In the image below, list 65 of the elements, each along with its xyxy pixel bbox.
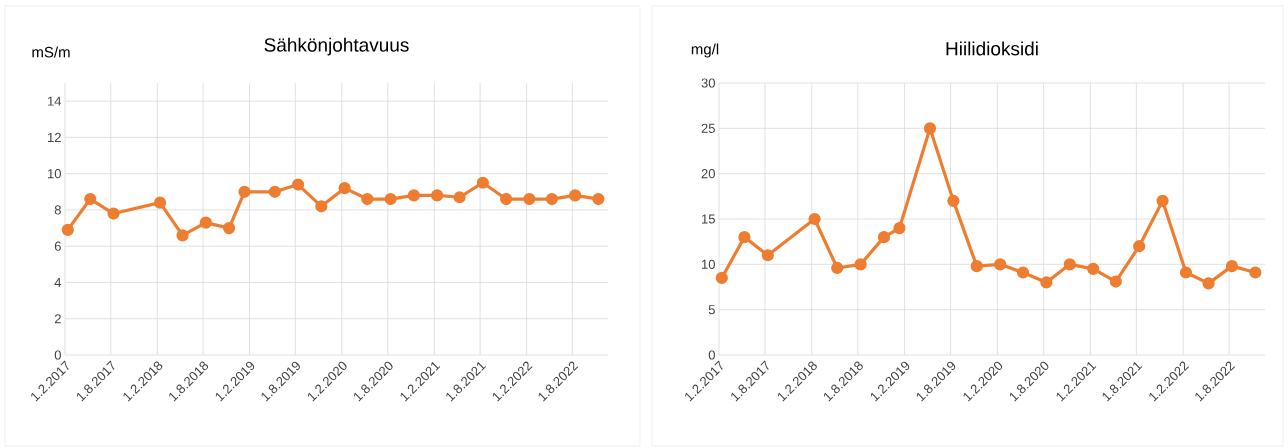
point — [84, 192, 97, 206]
y-tick-label: 15 — [702, 214, 715, 224]
point — [761, 249, 774, 262]
y-tick-label: 12 — [48, 132, 61, 142]
point — [238, 185, 251, 198]
point — [361, 192, 374, 206]
point — [199, 216, 212, 229]
point — [338, 182, 351, 195]
y-tick-label: 30 — [701, 78, 715, 88]
point — [431, 189, 444, 202]
point — [1016, 266, 1030, 279]
point — [923, 122, 937, 135]
point — [970, 260, 983, 273]
point — [268, 185, 281, 198]
y-tick-label: 2 — [54, 314, 61, 324]
y-tick-label: 0 — [708, 350, 715, 360]
chart-title: Hiilidioksidi — [946, 41, 1038, 56]
point — [1202, 277, 1215, 290]
point — [384, 192, 397, 206]
point — [831, 261, 844, 275]
y-tick-label: 8 — [54, 205, 61, 215]
point — [592, 192, 605, 206]
point — [738, 231, 751, 244]
point — [947, 194, 960, 207]
point — [877, 231, 891, 244]
point — [453, 191, 466, 204]
y-tick-label: 14 — [48, 96, 62, 106]
y-tick-label: 4 — [54, 278, 62, 287]
y-tick-label: 10 — [48, 169, 61, 179]
point — [176, 229, 189, 242]
point — [61, 223, 74, 236]
point — [1109, 275, 1122, 288]
point — [1249, 266, 1262, 279]
y-tick-label: 0 — [54, 350, 61, 360]
point — [1179, 266, 1193, 279]
point — [1156, 194, 1169, 207]
y-tick-label: 5 — [708, 305, 715, 315]
y-axis-title: mS/m — [32, 46, 70, 58]
point — [315, 200, 328, 213]
y-tick-label: 25 — [701, 123, 715, 133]
point — [1063, 258, 1076, 271]
y-tick-label: 6 — [54, 241, 61, 251]
point — [476, 176, 489, 189]
point — [107, 207, 120, 220]
point — [1133, 240, 1146, 253]
point — [715, 271, 728, 285]
point — [893, 221, 906, 235]
point — [291, 178, 305, 191]
chart-title: Sähkönjohtavuus — [264, 37, 409, 56]
point — [407, 189, 420, 202]
point — [854, 258, 867, 271]
point — [500, 192, 513, 206]
y-tick-label: 10 — [702, 259, 715, 269]
point — [1225, 260, 1239, 273]
point — [153, 196, 167, 209]
point — [222, 221, 236, 235]
point — [994, 258, 1007, 271]
point — [545, 192, 558, 206]
point — [808, 212, 821, 226]
point — [569, 189, 582, 202]
point — [523, 192, 536, 206]
point — [1087, 262, 1100, 275]
y-tick-label: 20 — [701, 169, 715, 179]
point — [1040, 276, 1053, 289]
y-axis-title: mg/l — [691, 43, 719, 58]
